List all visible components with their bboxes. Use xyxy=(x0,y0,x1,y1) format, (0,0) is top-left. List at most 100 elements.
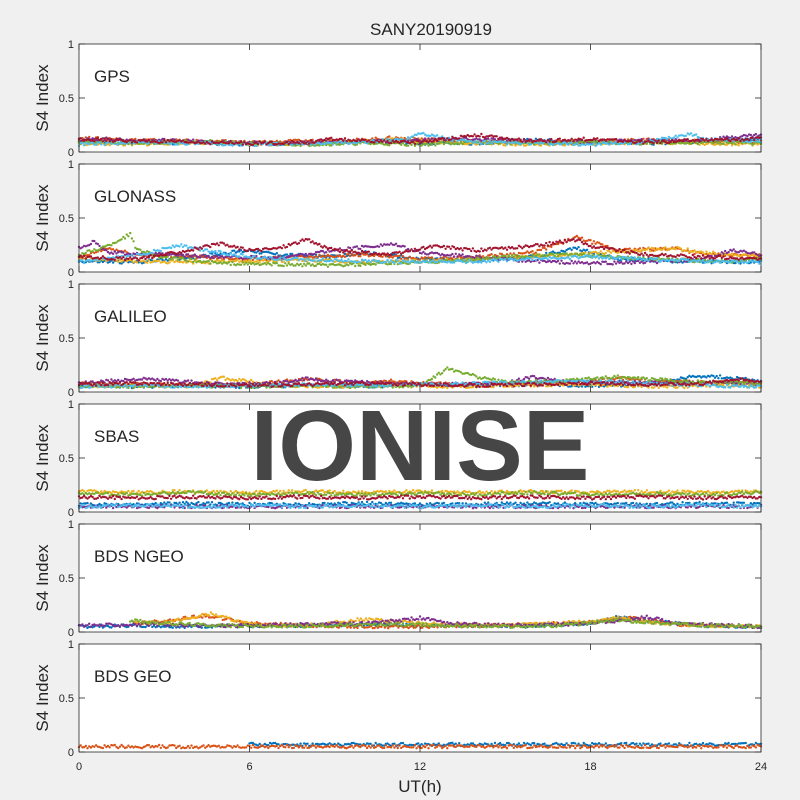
data-point xyxy=(596,137,599,140)
data-point xyxy=(425,142,428,146)
data-point xyxy=(498,142,502,145)
data-point xyxy=(198,256,202,259)
data-point xyxy=(103,137,106,140)
data-point xyxy=(580,236,584,239)
data-point xyxy=(567,143,570,146)
data-point xyxy=(654,139,657,142)
data-point xyxy=(754,132,758,136)
data-point xyxy=(493,138,497,141)
data-point xyxy=(91,250,94,253)
data-point xyxy=(599,250,602,253)
data-point xyxy=(577,246,580,249)
data-point xyxy=(348,254,352,258)
data-point xyxy=(82,144,86,147)
data-point xyxy=(270,140,273,144)
data-point xyxy=(185,244,188,247)
data-point xyxy=(227,142,231,145)
data-point xyxy=(674,248,677,251)
data-point xyxy=(522,137,526,141)
data-point xyxy=(169,142,173,145)
data-point xyxy=(348,246,352,250)
data-point xyxy=(301,265,304,268)
data-point xyxy=(304,252,307,256)
data-point xyxy=(275,139,278,142)
data-point xyxy=(381,255,384,258)
data-point xyxy=(519,142,522,146)
data-point xyxy=(319,141,323,144)
data-point xyxy=(734,143,737,146)
data-point xyxy=(451,252,454,256)
data-point xyxy=(430,143,434,146)
data-point xyxy=(251,143,255,147)
data-point xyxy=(227,261,231,264)
data-point xyxy=(367,139,370,142)
data-point xyxy=(139,248,142,251)
data-point xyxy=(100,143,103,146)
data-point xyxy=(473,133,476,136)
data-point xyxy=(417,139,420,143)
data-point xyxy=(512,255,515,259)
data-point xyxy=(359,247,362,251)
data-point xyxy=(241,253,244,256)
data-point xyxy=(377,140,381,144)
data-point xyxy=(555,140,558,143)
data-point xyxy=(176,143,180,146)
data-point xyxy=(458,143,461,146)
data-point xyxy=(130,237,134,240)
data-point xyxy=(123,237,127,240)
data-point xyxy=(471,135,475,138)
data-point xyxy=(488,139,492,143)
data-point xyxy=(388,144,391,147)
data-point xyxy=(706,142,710,145)
data-point xyxy=(207,259,210,263)
data-point xyxy=(98,248,101,251)
data-point xyxy=(611,263,614,266)
data-point xyxy=(284,262,287,265)
data-point xyxy=(308,142,311,145)
data-point xyxy=(304,260,307,263)
data-point xyxy=(539,138,543,141)
data-point xyxy=(180,243,183,246)
data-point xyxy=(592,240,596,243)
data-point xyxy=(574,260,577,263)
data-point xyxy=(263,140,266,143)
data-point xyxy=(175,256,178,259)
data-point xyxy=(461,142,464,146)
data-point xyxy=(705,250,708,253)
data-point xyxy=(655,261,659,265)
data-point xyxy=(347,264,350,267)
data-point xyxy=(267,258,270,261)
data-point xyxy=(565,252,568,255)
data-point xyxy=(604,260,607,263)
data-point xyxy=(302,254,306,258)
data-point xyxy=(282,264,285,268)
data-point xyxy=(343,137,347,140)
data-point xyxy=(570,248,573,252)
data-point xyxy=(166,255,169,258)
data-point xyxy=(674,134,677,137)
data-point xyxy=(186,260,190,263)
data-point xyxy=(81,142,84,145)
data-point xyxy=(575,262,579,265)
data-point xyxy=(91,141,94,145)
panel-plot-area xyxy=(79,44,761,152)
data-point xyxy=(113,250,117,253)
data-point xyxy=(82,261,86,265)
data-point xyxy=(93,137,96,141)
data-point xyxy=(478,135,481,138)
data-point xyxy=(686,247,689,250)
data-point xyxy=(507,254,510,257)
data-point xyxy=(422,250,425,254)
data-point xyxy=(550,137,553,141)
data-point xyxy=(290,143,294,147)
data-point xyxy=(192,260,195,264)
data-point xyxy=(476,139,480,143)
data-point xyxy=(355,245,359,248)
data-point xyxy=(108,140,111,143)
data-point xyxy=(193,258,197,261)
data-point xyxy=(730,135,734,138)
data-point xyxy=(550,245,553,249)
data-point xyxy=(389,142,393,145)
data-point xyxy=(125,233,128,236)
